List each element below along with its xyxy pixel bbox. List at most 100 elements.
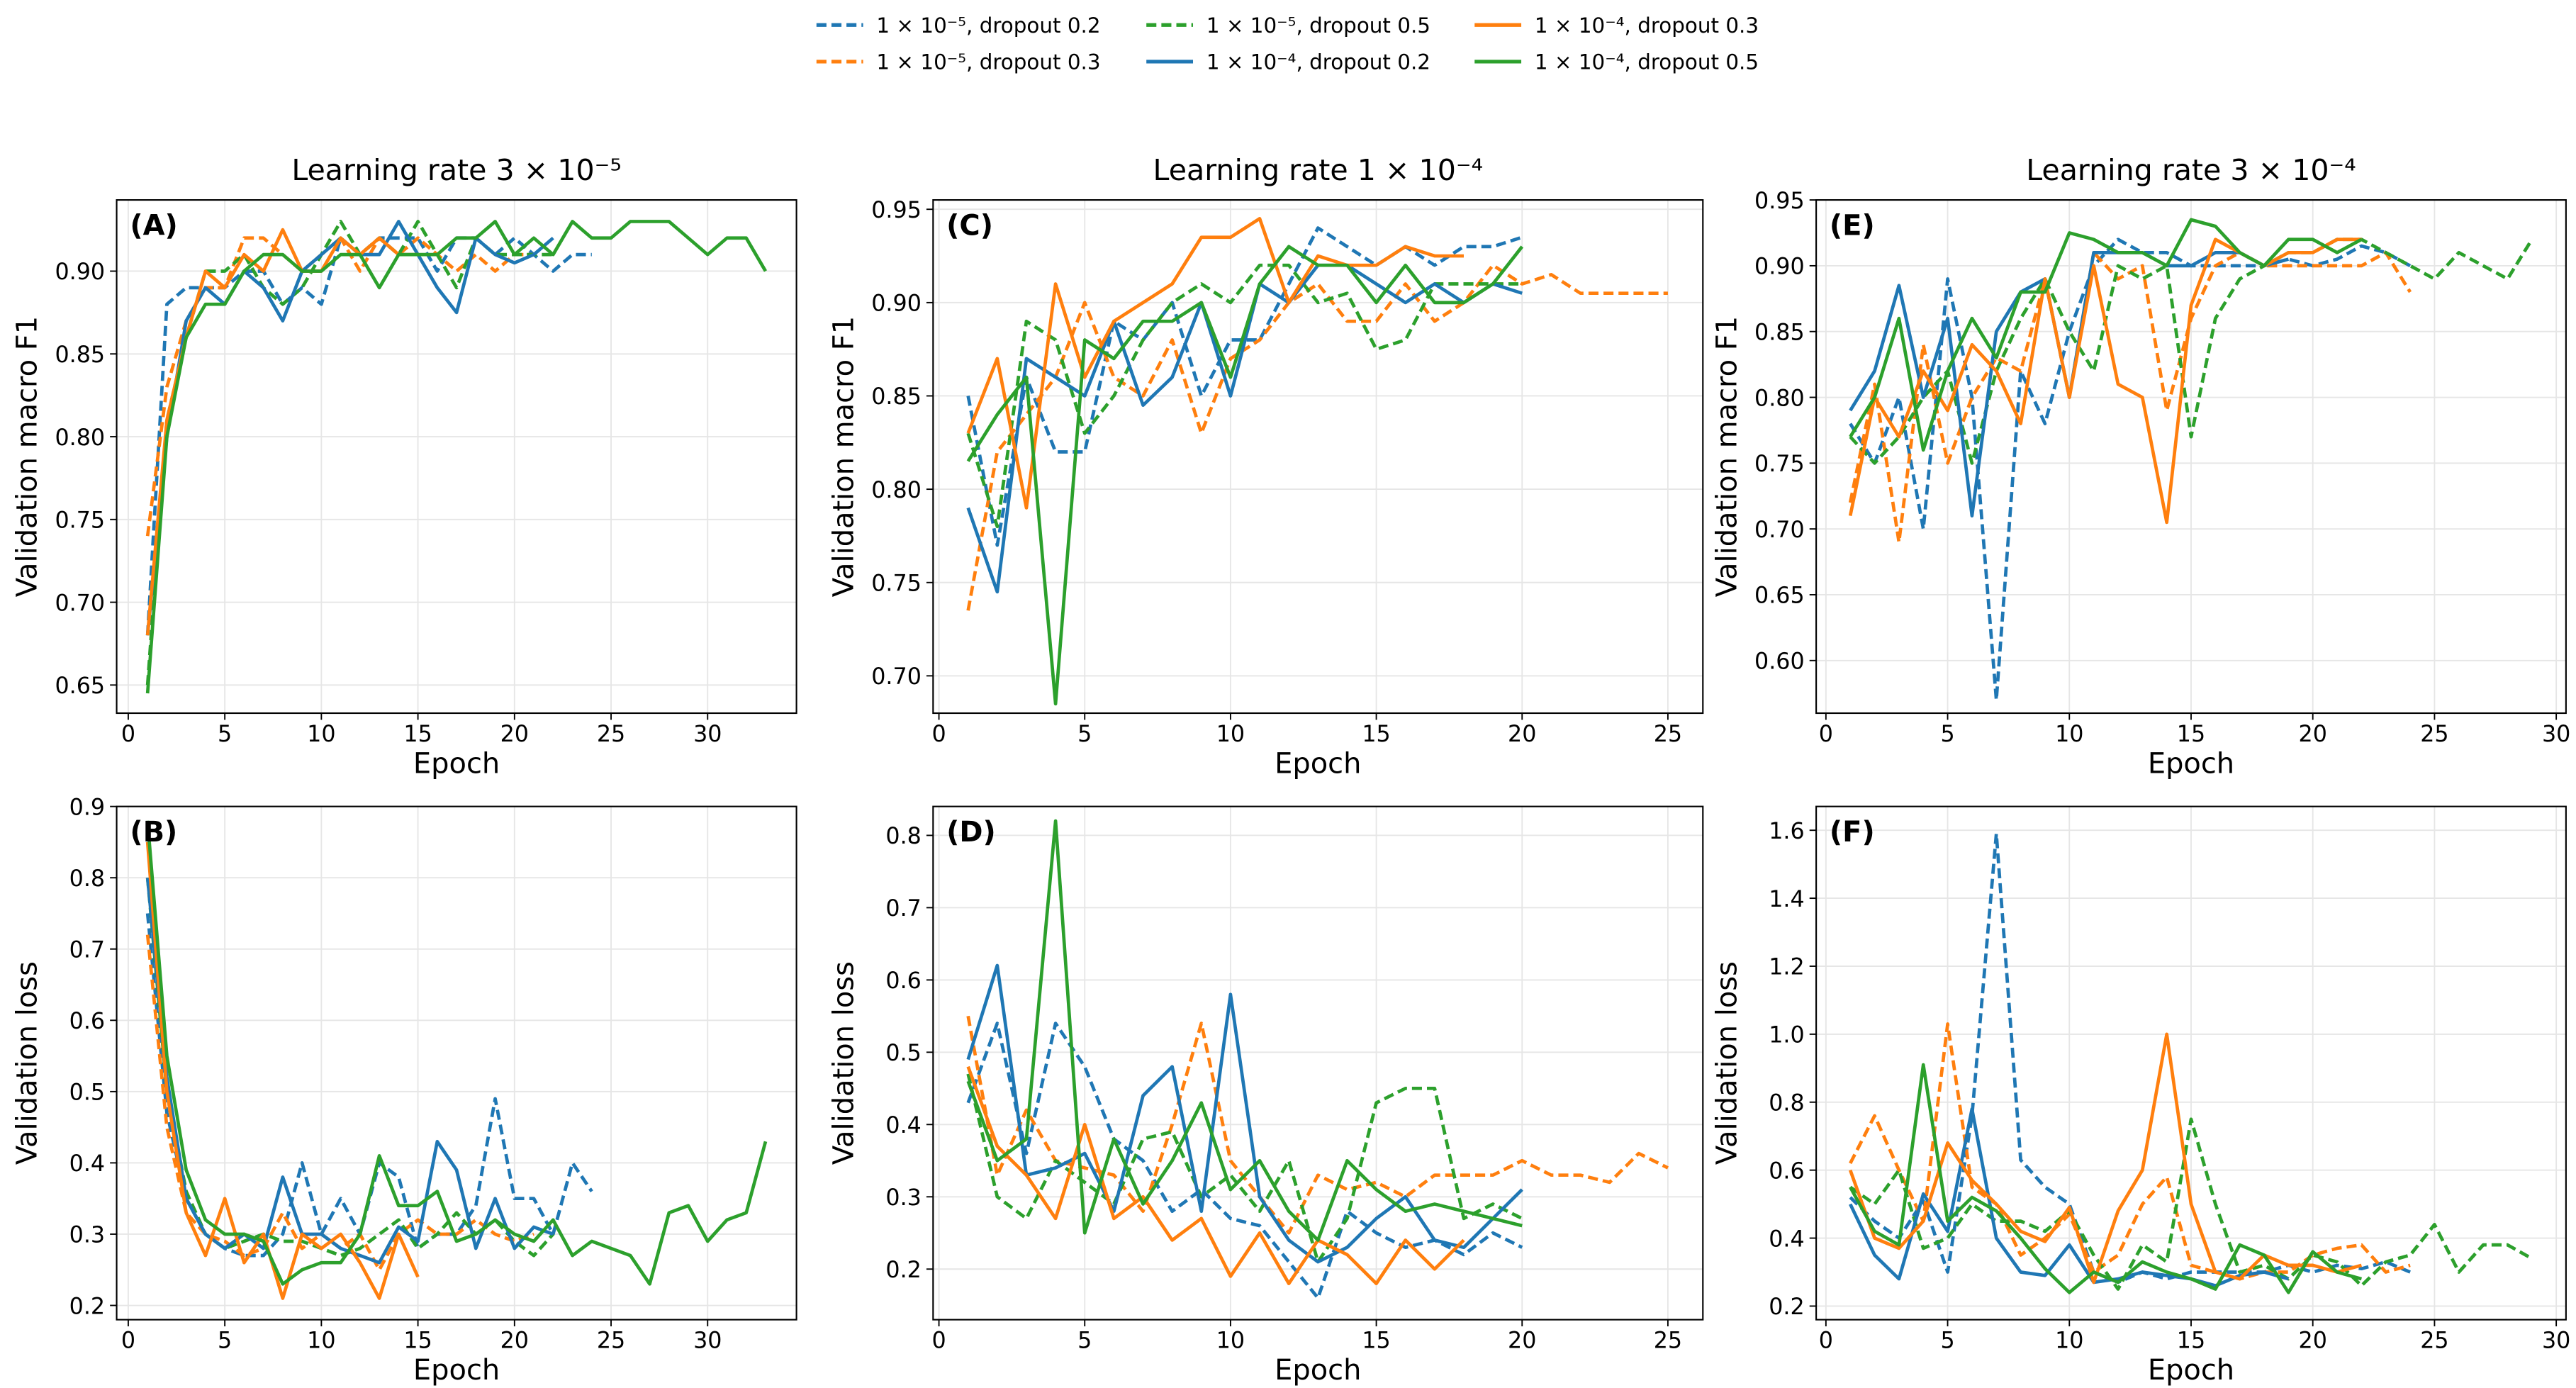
y-tick-label: 0.80 [55,425,105,451]
y-axis-label: Validation loss [828,961,861,1165]
y-tick-label: 0.85 [55,342,105,368]
x-tick-label: 20 [2299,1328,2327,1354]
x-axis-label: Epoch [1275,1354,1361,1387]
series-line: 1 × 10⁻⁵, dropout 0.2 [1849,237,2412,702]
axes-frame [932,805,1704,1321]
y-tick-label: 0.7 [69,938,105,963]
subplot-title: Learning rate 3 × 10⁻⁵ [291,153,622,187]
x-tick-label: 25 [2420,722,2448,747]
x-tick-label: 30 [2542,1328,2570,1354]
x-tick-label: 15 [1362,1328,1390,1354]
y-tick-label: 0.70 [55,591,105,616]
y-tick-label: 0.2 [885,1258,921,1283]
y-tick-label: 0.5 [69,1080,105,1106]
subplot-title: Learning rate 3 × 10⁻⁴ [2026,153,2356,187]
x-tick-label: 25 [597,1328,625,1354]
subplot: 0 5 10 15 20 25 0.2 0.3 0.4 0.5 0.6 0.7 0.8 1 × 10⁻⁵,… [828,805,1704,1387]
y-tick-label: 0.70 [871,664,922,690]
series-line: 1 × 10⁻⁵, dropout 0.3 [966,1015,1669,1235]
panel-label: (E) [1830,209,1875,242]
axes-frame [1815,805,2567,1321]
y-tick-label: 1.4 [1769,887,1804,912]
y-tick-label: 0.4 [1769,1226,1804,1252]
x-tick-label: 10 [307,1328,335,1354]
y-tick-label: 0.70 [1754,517,1805,543]
series-line: 1 × 10⁻⁵, dropout 0.3 [966,263,1668,611]
series-line: 1 × 10⁻⁴, dropout 0.5 [1849,1063,2363,1294]
panel-label: (F) [1830,816,1875,849]
y-axis-label: Validation loss [11,961,44,1165]
series-line: 1 × 10⁻⁵, dropout 0.5 [145,878,555,1258]
series-line: 1 × 10⁻⁴, dropout 0.2 [966,263,1523,594]
series-line: 1 × 10⁻⁵, dropout 0.2 [145,913,593,1258]
y-tick-label: 0.80 [871,478,922,503]
y-axis-label: Validation macro F1 [828,316,861,597]
y-tick-label: 0.8 [69,866,105,892]
x-tick-label: 5 [1940,722,1954,747]
y-tick-label: 0.85 [1754,320,1805,345]
y-tick-label: 0.5 [885,1041,921,1066]
x-tick-label: 10 [2055,1328,2083,1354]
y-tick-label: 0.4 [69,1151,105,1177]
x-tick-label: 20 [2299,722,2327,747]
x-axis-label: Epoch [2148,748,2234,780]
x-tick-label: 10 [2055,722,2083,747]
x-tick-label: 20 [1508,1328,1536,1354]
series-line: 1 × 10⁻⁵, dropout 0.3 [145,236,534,537]
series-line: 1 × 10⁻⁵, dropout 0.5 [966,263,1523,529]
y-tick-label: 0.8 [1769,1091,1804,1116]
y-tick-label: 0.6 [885,968,921,994]
legend-label: 1 × 10⁻⁴, dropout 0.2 [1206,50,1430,74]
series-line: 1 × 10⁻⁴, dropout 0.3 [145,841,420,1300]
panel-label: (C) [946,209,993,242]
y-tick-label: 1.0 [1769,1023,1804,1048]
x-tick-label: 0 [1819,1328,1833,1354]
x-tick-label: 5 [218,1328,232,1354]
x-tick-label: 15 [403,722,432,747]
series-line: 1 × 10⁻⁵, dropout 0.2 [966,226,1523,547]
subplot-title: Learning rate 1 × 10⁻⁴ [1153,153,1484,187]
x-tick-label: 10 [1216,1328,1245,1354]
x-tick-label: 25 [2420,1328,2448,1354]
x-tick-label: 25 [1654,1328,1682,1354]
x-tick-label: 0 [121,1328,135,1354]
y-tick-label: 0.75 [871,571,922,597]
y-tick-label: 1.2 [1769,955,1804,980]
series-line: 1 × 10⁻⁴, dropout 0.5 [966,245,1524,706]
x-tick-label: 10 [1216,722,1245,747]
x-tick-label: 0 [931,722,946,747]
x-tick-label: 15 [2177,722,2205,747]
y-axis-label: Validation macro F1 [1710,316,1743,597]
x-tick-label: 30 [2542,722,2570,747]
y-tick-label: 0.9 [69,795,105,820]
panel-label: (D) [946,816,996,849]
series-line: 1 × 10⁻⁴, dropout 0.2 [145,220,554,636]
series-line: 1 × 10⁻⁴, dropout 0.3 [1848,237,2362,525]
legend-label: 1 × 10⁻⁵, dropout 0.3 [876,50,1100,74]
x-tick-label: 5 [1077,1328,1092,1354]
series-line: 1 × 10⁻⁴, dropout 0.5 [966,819,1523,1242]
axes-frame [932,199,1704,715]
legend-label: 1 × 10⁻⁵, dropout 0.2 [876,13,1100,38]
x-tick-label: 20 [1508,722,1536,747]
x-tick-label: 10 [307,722,335,747]
y-tick-label: 0.95 [1754,189,1805,214]
x-tick-label: 15 [403,1328,432,1354]
y-tick-label: 0.7 [885,896,921,922]
y-tick-label: 0.90 [871,291,922,317]
y-tick-label: 0.6 [1769,1158,1804,1184]
y-tick-label: 0.85 [871,384,922,410]
subplot: 0 5 10 15 20 25 30 0.65 0.70 0.75 0.80 0.85 0.90 1 × … [11,153,797,780]
panel-label: (B) [130,816,177,849]
x-tick-label: 30 [693,1328,722,1354]
series-line: 1 × 10⁻⁴, dropout 0.3 [1848,1032,2363,1285]
y-tick-label: 0.95 [871,198,922,223]
x-tick-label: 25 [597,722,625,747]
axes-frame [1815,199,2567,715]
x-tick-label: 30 [693,722,722,747]
series-line: 1 × 10⁻⁴, dropout 0.3 [966,217,1464,510]
series-line: 1 × 10⁻⁴, dropout 0.5 [1849,218,2363,452]
series-line: 1 × 10⁻⁴, dropout 0.2 [966,963,1523,1264]
x-axis-label: Epoch [2148,1354,2234,1387]
